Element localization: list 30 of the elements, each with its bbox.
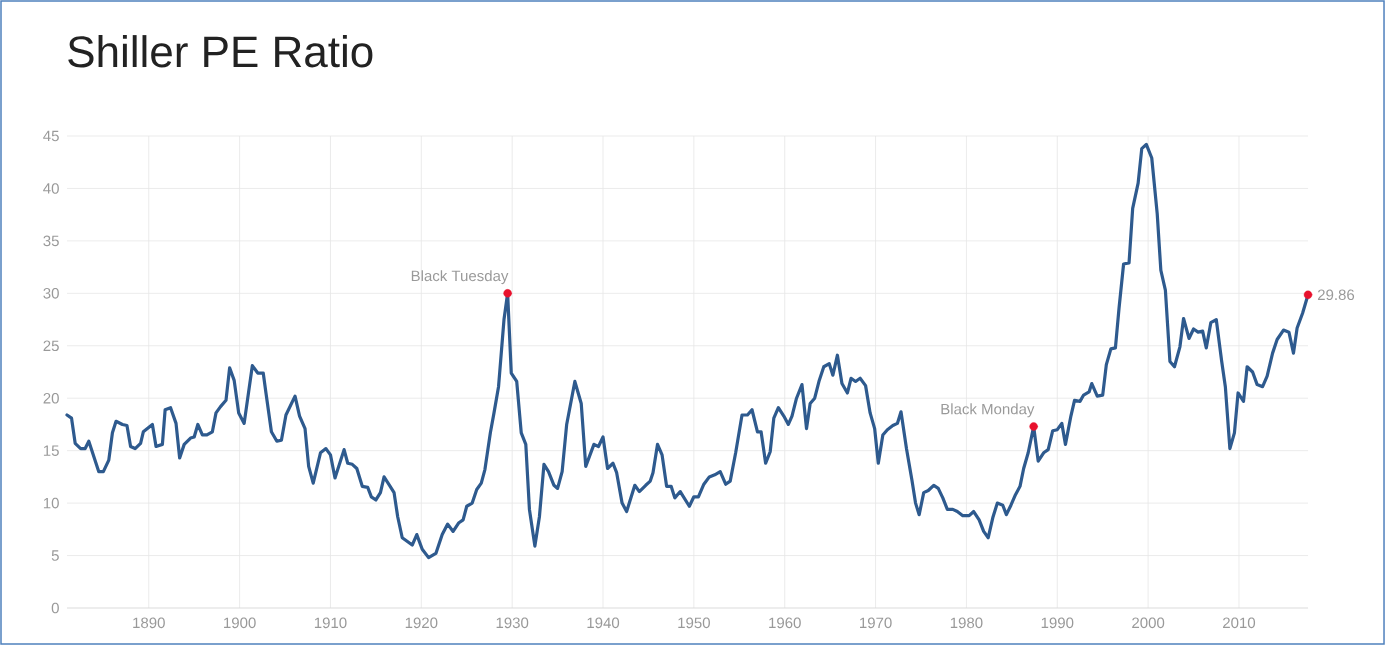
x-tick-label: 1950: [678, 617, 710, 629]
annotation: Black Tuesday: [411, 270, 509, 285]
y-tick-label: 30: [43, 288, 59, 299]
x-tick-label: 1970: [860, 617, 892, 629]
y-tick-label: 15: [43, 445, 59, 456]
x-tick-label: 2010: [1223, 617, 1256, 629]
annotation: 29.86: [1317, 289, 1355, 301]
x-tick-label: 1920: [405, 617, 438, 629]
x-tick-label: 1940: [587, 617, 620, 629]
x-tick-label: 2000: [1132, 617, 1165, 629]
annotation: Black Monday: [941, 403, 1035, 418]
y-tick-label: 35: [43, 235, 59, 247]
y-tick-label: 0: [51, 602, 59, 614]
y-tick-label: 5: [51, 550, 59, 561]
x-tick-label: 1930: [496, 617, 529, 629]
x-tick-label: 1910: [314, 617, 347, 629]
y-tick-label: 40: [43, 183, 59, 194]
point: [503, 289, 512, 298]
x-tick-label: 1980: [950, 617, 983, 629]
x-tick-label: 1990: [1041, 617, 1074, 629]
point: [1029, 422, 1038, 431]
y-tick-label: 10: [43, 497, 59, 509]
point: [1303, 290, 1313, 299]
x-tick-label: 1890: [133, 617, 165, 629]
y-tick-label: 20: [43, 392, 59, 404]
x-tick-label: 1900: [224, 617, 256, 629]
y-tick-label: 45: [43, 130, 59, 142]
chart-title: Shiller PE Ratio: [68, 35, 373, 68]
x-tick-label: 1960: [769, 617, 801, 629]
y-tick-label: 25: [43, 340, 59, 352]
